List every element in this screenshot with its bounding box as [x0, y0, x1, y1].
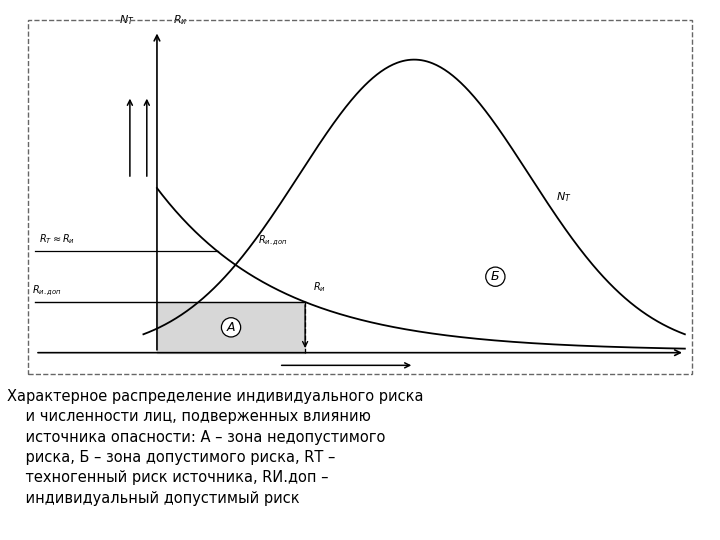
Text: $R_и$: $R_и$ [312, 281, 325, 294]
Text: $N_T$: $N_T$ [557, 190, 572, 204]
Text: Характерное распределение индивидуального риска
    и численности лиц, подвержен: Характерное распределение индивидуальног… [7, 389, 423, 506]
Text: $R_{и.доп}$: $R_{и.доп}$ [32, 284, 61, 299]
Text: $R_и$: $R_и$ [174, 14, 188, 27]
Text: $R_T \approx R_и$: $R_T \approx R_и$ [39, 232, 75, 246]
Text: А: А [227, 321, 235, 334]
Text: Б: Б [491, 270, 500, 283]
Text: $R_{и.доп}$: $R_{и.доп}$ [258, 233, 288, 248]
Text: $N_T$: $N_T$ [119, 14, 135, 27]
